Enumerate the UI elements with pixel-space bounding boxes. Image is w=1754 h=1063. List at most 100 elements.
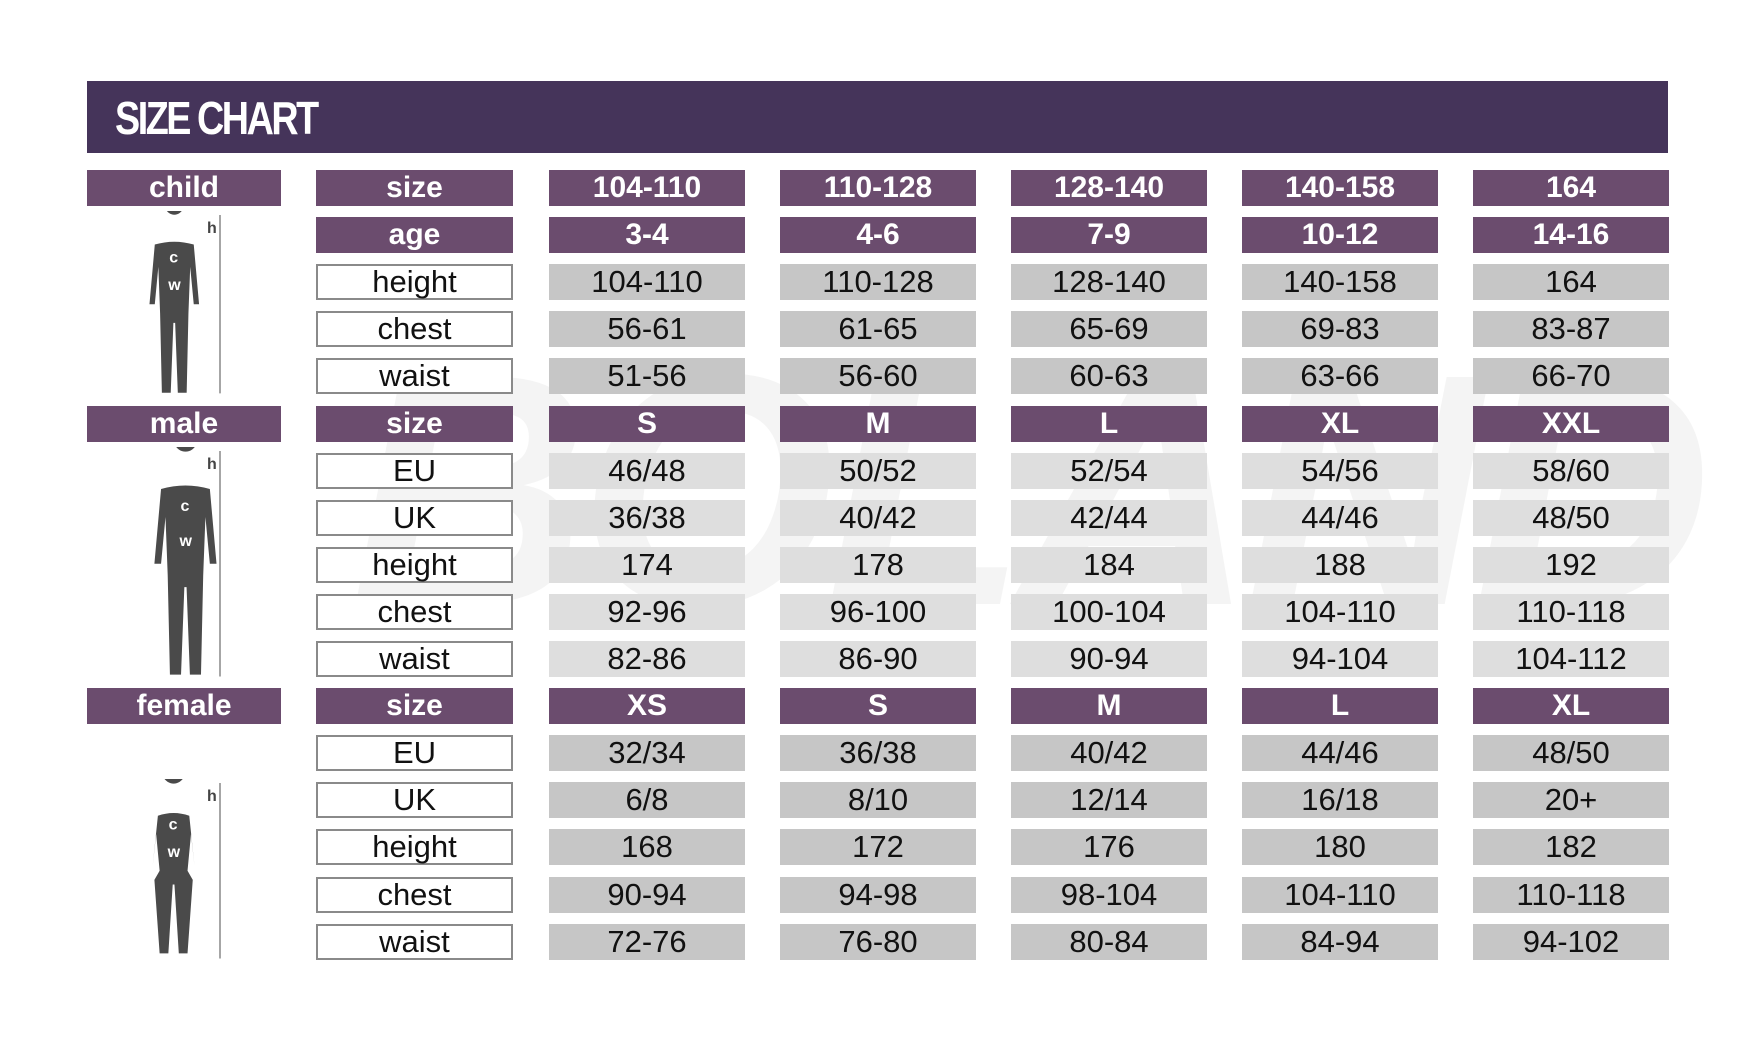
row-label-height: height [316, 546, 513, 583]
value-cell: 51-56 [549, 358, 745, 395]
value-cell: 8/10 [780, 782, 976, 819]
value-cell: 40/42 [780, 499, 976, 536]
figure-mark-waist: w [167, 277, 181, 294]
value-cell: 176 [1011, 829, 1207, 866]
row-label-size: size [316, 405, 513, 442]
size-header-cell: 140-158 [1242, 170, 1438, 206]
row-label-uk: UK [316, 499, 513, 536]
value-cell: 80-84 [1011, 923, 1207, 960]
value-cell: 84-94 [1242, 923, 1438, 960]
value-cell: 100-104 [1011, 593, 1207, 630]
value-cell: 20+ [1473, 782, 1669, 819]
value-cell: 104-110 [1242, 876, 1438, 913]
value-cell: 60-63 [1011, 358, 1207, 395]
size-header-cell: 14-16 [1473, 217, 1669, 254]
figure-mark-height: h [207, 788, 217, 805]
value-cell: 94-104 [1242, 641, 1438, 677]
size-header-cell: 128-140 [1011, 170, 1207, 206]
value-cell: 82-86 [549, 641, 745, 677]
figure-mark-waist: w [178, 533, 192, 550]
size-header-cell: 10-12 [1242, 217, 1438, 254]
value-cell: 32/34 [549, 735, 745, 772]
size-header-cell: 164 [1473, 170, 1669, 206]
value-cell: 94-102 [1473, 923, 1669, 960]
size-header-cell: L [1011, 405, 1207, 442]
row-label-age: age [316, 217, 513, 254]
value-cell: 83-87 [1473, 311, 1669, 348]
size-header-cell: S [780, 688, 976, 725]
value-cell: 86-90 [780, 641, 976, 677]
row-label-chest: chest [316, 593, 513, 630]
value-cell: 48/50 [1473, 499, 1669, 536]
row-label-eu: EU [316, 452, 513, 489]
figure-mark-height: h [207, 456, 217, 473]
size-header-cell: 104-110 [549, 170, 745, 206]
value-cell: 174 [549, 546, 745, 583]
value-cell: 94-98 [780, 876, 976, 913]
figure-mark-chest: c [180, 498, 189, 515]
value-cell: 140-158 [1242, 264, 1438, 301]
value-cell: 63-66 [1242, 358, 1438, 395]
value-cell: 90-94 [1011, 641, 1207, 677]
value-cell: 128-140 [1011, 264, 1207, 301]
female-silhouette-icon: h cw [152, 779, 221, 959]
value-cell: 50/52 [780, 452, 976, 489]
value-cell: 92-96 [549, 593, 745, 630]
value-cell: 180 [1242, 829, 1438, 866]
value-cell: 188 [1242, 546, 1438, 583]
section-label-female: female [87, 688, 281, 725]
value-cell: 44/46 [1242, 735, 1438, 772]
value-cell: 12/14 [1011, 782, 1207, 819]
size-header-cell: 3-4 [549, 217, 745, 254]
size-header-cell: L [1242, 688, 1438, 725]
value-cell: 104-112 [1473, 641, 1669, 677]
row-label-size: size [316, 170, 513, 206]
value-cell: 40/42 [1011, 735, 1207, 772]
value-cell: 66-70 [1473, 358, 1669, 395]
section-label-child: child [87, 170, 281, 206]
value-cell: 98-104 [1011, 876, 1207, 913]
row-label-eu: EU [316, 735, 513, 772]
value-cell: 58/60 [1473, 452, 1669, 489]
figure-mark-waist: w [167, 844, 181, 861]
row-label-waist: waist [316, 923, 513, 960]
row-label-chest: chest [316, 311, 513, 348]
value-cell: 90-94 [549, 876, 745, 913]
value-cell: 61-65 [780, 311, 976, 348]
row-label-uk: UK [316, 782, 513, 819]
row-label-waist: waist [316, 641, 513, 677]
size-header-cell: M [1011, 688, 1207, 725]
value-cell: 168 [549, 829, 745, 866]
figure-mark-chest: c [169, 249, 178, 266]
page-title: SIZE CHART [115, 92, 319, 144]
row-label-height: height [316, 264, 513, 301]
value-cell: 48/50 [1473, 735, 1669, 772]
value-cell: 182 [1473, 829, 1669, 866]
value-cell: 16/18 [1242, 782, 1438, 819]
value-cell: 65-69 [1011, 311, 1207, 348]
value-cell: 42/44 [1011, 499, 1207, 536]
size-header-cell: 7-9 [1011, 217, 1207, 254]
value-cell: 184 [1011, 546, 1207, 583]
value-cell: 54/56 [1242, 452, 1438, 489]
size-header-cell: 110-128 [780, 170, 976, 206]
value-cell: 104-110 [1242, 593, 1438, 630]
value-cell: 56-61 [549, 311, 745, 348]
size-header-cell: XL [1242, 405, 1438, 442]
value-cell: 52/54 [1011, 452, 1207, 489]
male-silhouette-icon: h c w [154, 446, 221, 677]
figure-mark-chest: c [169, 817, 178, 834]
row-label-waist: waist [316, 358, 513, 395]
value-cell: 44/46 [1242, 499, 1438, 536]
value-cell: 6/8 [549, 782, 745, 819]
size-header-cell: S [549, 405, 745, 442]
value-cell: 72-76 [549, 923, 745, 960]
row-label-size: size [316, 688, 513, 725]
title-bar: SIZE CHART [87, 81, 1668, 153]
value-cell: 36/38 [780, 735, 976, 772]
section-label-male: male [87, 405, 281, 442]
value-cell: 164 [1473, 264, 1669, 301]
value-cell: 36/38 [549, 499, 745, 536]
figure-mark-height: h [207, 220, 217, 237]
size-header-cell: XL [1473, 688, 1669, 725]
